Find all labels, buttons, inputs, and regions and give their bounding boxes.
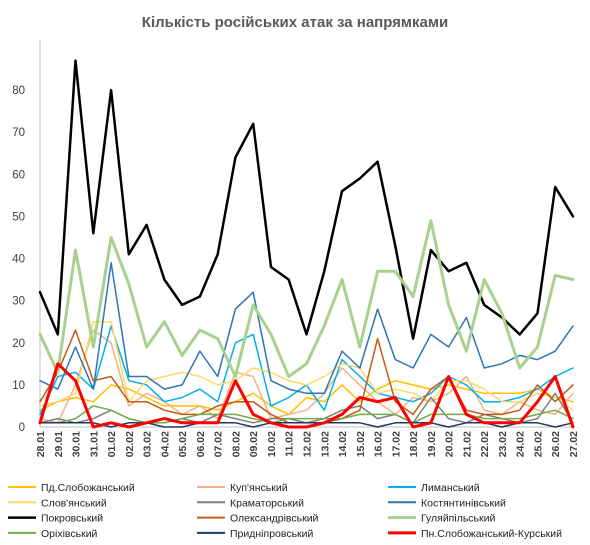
x-tick-label: 16.02 <box>373 431 385 457</box>
series-line-11 <box>38 362 575 429</box>
x-tick-label: 19.02 <box>426 431 438 457</box>
series-line-9 <box>39 405 574 424</box>
legend-label: Олександрівський <box>230 513 319 525</box>
x-tick-label: 03.02 <box>142 431 154 457</box>
x-tick-label: 31.01 <box>88 431 100 457</box>
x-axis: 28.01 29.01 30.01 31.01 01.02 02.02 03.02 04.02… <box>35 426 580 457</box>
x-tick-label: 30.01 <box>71 431 83 457</box>
y-tick-label: 40 <box>12 254 25 266</box>
x-tick-label: 17.02 <box>390 431 402 457</box>
series-lines <box>38 59 575 429</box>
y-tick-label: 70 <box>12 127 25 139</box>
x-tick-label: 07.02 <box>213 431 225 457</box>
series-line-0 <box>39 379 574 416</box>
x-tick-label: 29.01 <box>53 431 65 457</box>
x-tick-label: 25.02 <box>532 431 544 457</box>
x-tick-label: 01.02 <box>106 431 118 457</box>
series-line-1 <box>39 329 574 424</box>
x-tick-label: 27.02 <box>568 431 580 457</box>
y-tick-label: 60 <box>12 169 25 181</box>
x-tick-label: 13.02 <box>319 431 331 457</box>
x-tick-label: 05.02 <box>177 431 189 457</box>
series-line-8 <box>38 219 575 378</box>
x-tick-label: 21.02 <box>461 431 473 457</box>
x-tick-label: 23.02 <box>497 431 509 457</box>
series-line-5 <box>39 262 574 395</box>
y-tick-label: 20 <box>12 338 25 350</box>
y-axis: 0 10 20 30 40 50 60 70 80 <box>12 40 41 434</box>
series-line-6 <box>38 59 575 340</box>
x-tick-label: 18.02 <box>408 431 420 457</box>
x-tick-label: 22.02 <box>479 431 491 457</box>
y-tick-label: 0 <box>19 422 25 434</box>
legend-label: Краматорський <box>230 497 304 509</box>
x-tick-label: 04.02 <box>159 431 171 457</box>
x-tick-label: 15.02 <box>355 431 367 457</box>
x-tick-label: 10.02 <box>266 431 278 457</box>
legend-label: Куп'янський <box>230 482 288 494</box>
x-tick-label: 08.02 <box>230 431 242 457</box>
x-tick-label: 26.02 <box>550 431 562 457</box>
x-tick-label: 14.02 <box>337 431 349 457</box>
x-tick-label: 06.02 <box>195 431 207 457</box>
y-tick-label: 80 <box>12 85 25 97</box>
legend-label: Костянтинівський <box>421 497 506 509</box>
legend-label: Лиманський <box>421 482 480 494</box>
y-tick-label: 10 <box>12 380 25 392</box>
x-tick-label: 24.02 <box>515 431 527 457</box>
x-tick-label: 11.02 <box>284 431 296 457</box>
legend-label: Оріхівський <box>41 528 98 540</box>
x-tick-label: 02.02 <box>124 431 136 457</box>
legend: Пд.Слобожанський Куп'янський Лиманський Сло… <box>8 482 562 540</box>
x-tick-label: 12.02 <box>302 431 314 457</box>
x-tick-label: 20.02 <box>444 431 456 457</box>
legend-label: Слов'янський <box>41 497 107 509</box>
legend-label: Покровський <box>41 513 103 525</box>
y-tick-label: 50 <box>12 211 25 223</box>
x-tick-label: 28.01 <box>35 431 47 457</box>
legend-label: Пн.Слобожанський-Курський <box>421 528 562 540</box>
x-tick-label: 09.02 <box>248 431 260 457</box>
chart-title: Кількість російських атак за напрямками <box>142 14 448 31</box>
series-line-2 <box>39 325 574 416</box>
legend-label: Гуляйпільський <box>421 513 495 525</box>
y-tick-label: 30 <box>12 296 25 308</box>
legend-label: Пд.Слобожанський <box>41 482 135 494</box>
legend-label: Придніпровський <box>230 528 314 540</box>
